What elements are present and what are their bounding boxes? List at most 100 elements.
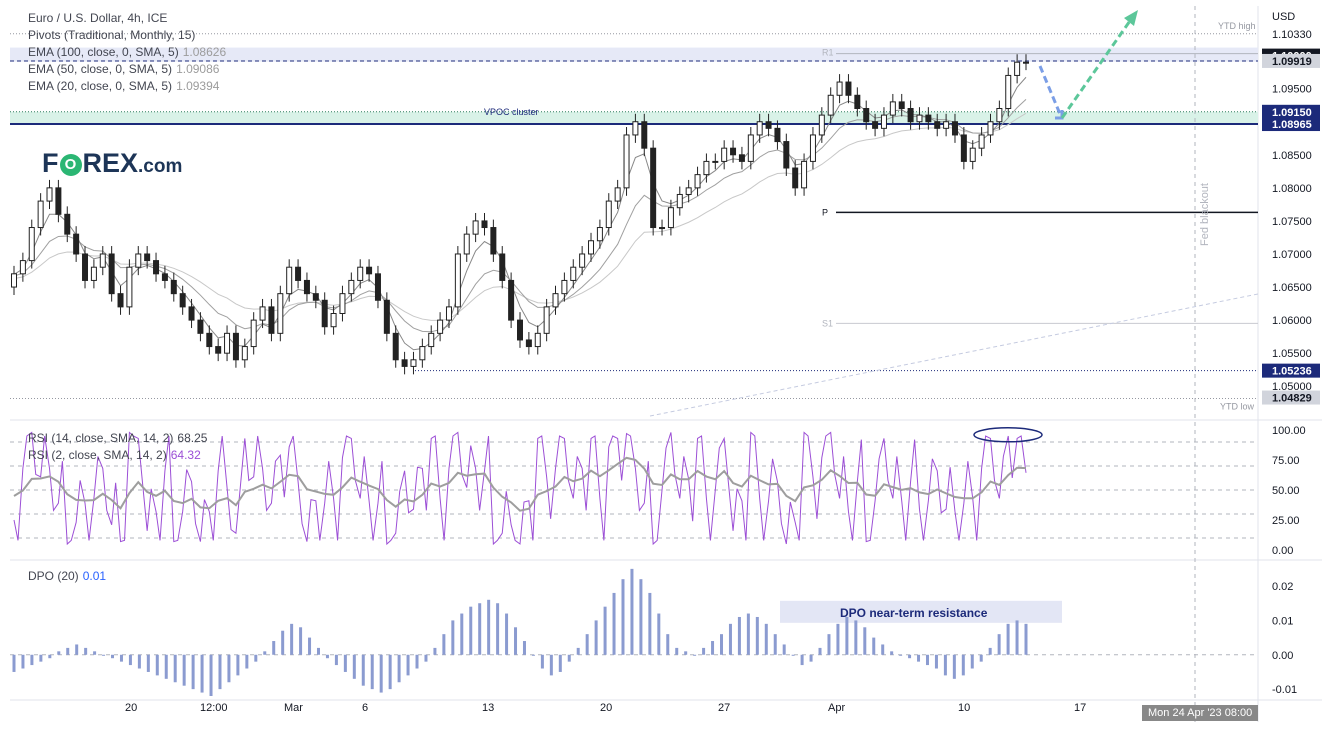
dpo-bar — [21, 654, 25, 669]
price-label: 1.09919 — [1272, 56, 1312, 68]
rsi-tick-label: 75.00 — [1272, 455, 1300, 467]
dpo-bar — [1006, 623, 1010, 655]
candle — [801, 160, 808, 189]
dpo-bar — [693, 654, 697, 656]
candle — [951, 121, 958, 136]
dpo-bar — [119, 654, 123, 662]
dpo-bar — [666, 634, 670, 655]
candle — [721, 147, 728, 162]
dpo-bar — [728, 623, 732, 655]
dpo-bar — [325, 654, 329, 659]
dpo-bar — [594, 620, 598, 655]
candle — [392, 332, 399, 361]
candle — [774, 127, 781, 143]
logo-rex: REX — [82, 148, 139, 178]
candle — [641, 121, 648, 149]
dpo-bar — [612, 592, 616, 655]
dpo-bar — [379, 654, 383, 693]
price-label: 1.10330 — [1272, 29, 1312, 41]
legend-ema50[interactable]: EMA (50, close, 0, SMA, 5) 1.09086 — [28, 61, 226, 78]
candle — [703, 160, 710, 176]
rsi2-line — [13, 431, 1027, 546]
candle — [232, 332, 239, 361]
candle — [303, 279, 310, 295]
dpo-bar — [1015, 620, 1019, 655]
dpo-annotation-label: DPO near-term resistance — [840, 606, 988, 620]
chart-canvas[interactable]: USD1.095001.090001.085001.080001.075001.… — [10, 6, 1322, 722]
candle — [224, 332, 231, 354]
candle — [383, 299, 390, 334]
legend-ema20-value: 1.09394 — [176, 79, 220, 93]
candle — [366, 266, 373, 275]
price-label: 1.08965 — [1272, 119, 1312, 131]
candle — [206, 332, 213, 348]
dpo-bar — [469, 606, 473, 655]
candle — [738, 154, 745, 162]
dpo-bar — [890, 651, 894, 655]
candle — [330, 313, 337, 328]
candle — [250, 319, 257, 348]
dpo-bar — [872, 637, 876, 655]
candle — [818, 114, 825, 136]
candle — [37, 200, 44, 229]
legend-title: Euro / U.S. Dollar, 4h, ICE — [28, 11, 168, 25]
candle — [783, 141, 790, 169]
legend-ema20[interactable]: EMA (20, close, 0, SMA, 5) 1.09394 — [28, 78, 226, 95]
dpo-bar — [702, 647, 706, 655]
candle — [374, 273, 381, 301]
dpo-bar — [415, 654, 419, 669]
candle — [73, 233, 80, 255]
dpo-bar — [505, 613, 509, 655]
candle — [126, 266, 133, 308]
dpo-bar — [746, 613, 750, 655]
candle — [907, 108, 914, 123]
dpo-bar — [881, 644, 885, 655]
price-tick-label: 1.07000 — [1272, 249, 1312, 261]
candle — [987, 121, 994, 136]
dpo-bar — [424, 654, 428, 662]
rsi-tick-label: 25.00 — [1272, 515, 1300, 527]
legend-ema100[interactable]: EMA (100, close, 0, SMA, 5) 1.08626 — [28, 44, 226, 61]
dpo-bar — [1024, 623, 1028, 655]
dpo-bar — [460, 613, 464, 655]
candle — [534, 332, 541, 348]
dpo-bar — [630, 568, 634, 655]
price-label: 1.04829 — [1272, 393, 1312, 405]
price-label: 1.05236 — [1272, 366, 1312, 378]
price-label: 1.09150 — [1272, 107, 1312, 119]
candle — [525, 339, 532, 348]
dpo-tick-label: -0.01 — [1272, 684, 1297, 696]
legend-pivots[interactable]: Pivots (Traditional, Monthly, 15) — [28, 28, 196, 42]
candle — [596, 227, 603, 242]
dpo-bar — [290, 623, 294, 655]
price-label-bg — [1262, 390, 1320, 405]
dpo-bar — [943, 654, 947, 676]
x-tick-label: Mar — [284, 702, 303, 714]
candle — [64, 213, 71, 235]
dpo-bar — [908, 654, 912, 659]
dpo-bar — [272, 641, 276, 655]
candle — [348, 279, 355, 295]
candle — [259, 306, 266, 321]
legend-rsi2[interactable]: RSI (2, close, SMA, 14, 2) 64.32 — [28, 447, 207, 464]
candle — [472, 220, 479, 235]
candle — [561, 279, 568, 295]
legend-ema20-label: EMA (20, close, 0, SMA, 5) — [28, 79, 173, 93]
legend-rsi14-value: 68.25 — [177, 431, 208, 445]
legend-dpo[interactable]: DPO (20) 0.01 — [28, 568, 106, 585]
forex-logo: F O REX.com — [42, 148, 182, 179]
dpo-bar — [755, 616, 759, 655]
dpo-bar — [988, 647, 992, 655]
candle — [179, 293, 186, 308]
candle — [508, 279, 515, 321]
dpo-bar — [254, 654, 258, 662]
dpo-bar — [970, 654, 974, 669]
legend-rsi2-label: RSI (2, close, SMA, 14, 2) — [28, 448, 167, 462]
legend-rsi14[interactable]: RSI (14, close, SMA, 14, 2) 68.25 — [28, 430, 207, 447]
dpo-bar — [917, 654, 921, 662]
dpo-bar — [997, 634, 1001, 655]
candle — [117, 293, 124, 308]
legend-ema100-value: 1.08626 — [182, 45, 227, 59]
candle — [756, 121, 763, 136]
rsi-tick-label: 100.00 — [1272, 425, 1306, 437]
